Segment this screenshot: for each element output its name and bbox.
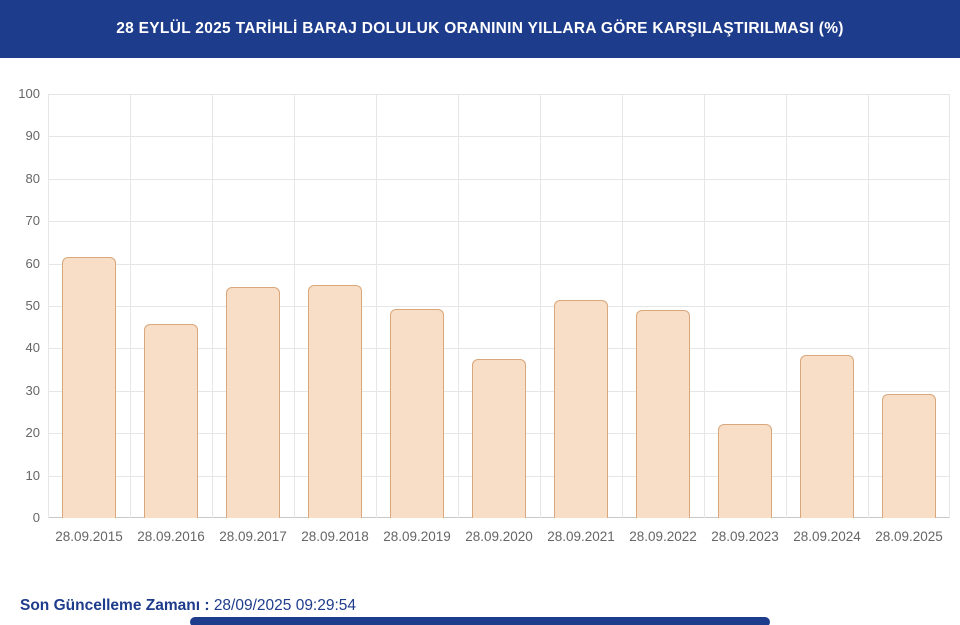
y-axis-label: 40 bbox=[25, 340, 40, 356]
h-gridline bbox=[48, 94, 950, 95]
y-axis-label: 30 bbox=[25, 382, 40, 398]
x-axis-label: 28.09.2023 bbox=[711, 529, 779, 544]
bar-28.09.2017[interactable] bbox=[225, 287, 281, 518]
x-axis-label: 28.09.2021 bbox=[547, 529, 615, 544]
x-axis-label: 28.09.2025 bbox=[875, 529, 943, 544]
y-axis-label: 0 bbox=[32, 510, 40, 525]
x-axis: 28.09.2015 28.09.2016 28.09.2017 28.09.2018… bbox=[48, 529, 950, 544]
last-update-label: Son Güncelleme Zamanı bbox=[20, 597, 201, 614]
v-gridline bbox=[458, 94, 459, 518]
x-axis-label: 28.09.2015 bbox=[55, 529, 123, 544]
bar-28.09.2016[interactable] bbox=[143, 323, 199, 518]
bar-28.09.2021[interactable] bbox=[553, 300, 609, 518]
page-title: 28 EYLÜL 2025 TARİHLİ BARAJ DOLULUK ORAN… bbox=[116, 20, 844, 37]
h-gridline bbox=[48, 221, 950, 223]
x-axis-label: 28.09.2016 bbox=[137, 529, 205, 544]
bar-28.09.2023[interactable] bbox=[717, 424, 773, 518]
bar-28.09.2022[interactable] bbox=[635, 310, 691, 518]
y-axis-label: 80 bbox=[25, 170, 40, 186]
v-gridline bbox=[868, 94, 869, 518]
v-gridline bbox=[622, 94, 623, 518]
header-bar: 28 EYLÜL 2025 TARİHLİ BARAJ DOLULUK ORAN… bbox=[0, 0, 960, 58]
x-axis-label: 28.09.2024 bbox=[793, 529, 861, 544]
y-axis-label: 70 bbox=[25, 213, 40, 229]
h-gridline bbox=[48, 348, 950, 350]
x-axis-label: 28.09.2019 bbox=[383, 529, 451, 544]
footer-accent-bar bbox=[190, 617, 770, 625]
bar-28.09.2025[interactable] bbox=[881, 393, 937, 518]
v-gridline bbox=[48, 94, 49, 518]
h-gridline bbox=[48, 263, 950, 265]
last-update-value: 28/09/2025 09:29:54 bbox=[213, 597, 357, 614]
v-gridline bbox=[376, 94, 377, 518]
x-axis-label: 28.09.2017 bbox=[219, 529, 287, 544]
bar-28.09.2019[interactable] bbox=[389, 308, 445, 518]
h-gridline bbox=[48, 136, 950, 138]
bar-28.09.2018[interactable] bbox=[307, 285, 363, 518]
y-axis-label: 90 bbox=[25, 128, 40, 144]
y-axis-label: 100 bbox=[18, 86, 40, 101]
x-axis-label: 28.09.2020 bbox=[465, 529, 533, 544]
y-axis-label: 10 bbox=[25, 467, 40, 483]
v-gridline bbox=[786, 94, 787, 518]
y-axis-label: 20 bbox=[25, 425, 40, 441]
h-gridline bbox=[48, 306, 950, 307]
bar-28.09.2020[interactable] bbox=[471, 358, 527, 518]
v-gridline bbox=[949, 94, 950, 518]
x-axis-label: 28.09.2018 bbox=[301, 529, 369, 544]
y-axis: 0 10 20 30 40 50 60 70 80 90 100 bbox=[0, 87, 40, 525]
v-gridline bbox=[212, 94, 213, 518]
last-update-text: Son Güncelleme Zamanı : 28/09/2025 09:29… bbox=[20, 597, 356, 615]
y-axis-label: 50 bbox=[25, 298, 40, 313]
bar-28.09.2015[interactable] bbox=[61, 256, 117, 518]
y-axis-label: 60 bbox=[25, 255, 40, 271]
last-update-separator: : bbox=[200, 597, 214, 614]
v-gridline bbox=[704, 94, 705, 518]
v-gridline bbox=[130, 94, 131, 518]
plot-area bbox=[48, 94, 950, 518]
x-axis-label: 28.09.2022 bbox=[629, 529, 697, 544]
v-gridline bbox=[540, 94, 541, 518]
v-gridline bbox=[294, 94, 295, 518]
bar-28.09.2024[interactable] bbox=[799, 354, 855, 518]
h-gridline bbox=[48, 178, 950, 180]
